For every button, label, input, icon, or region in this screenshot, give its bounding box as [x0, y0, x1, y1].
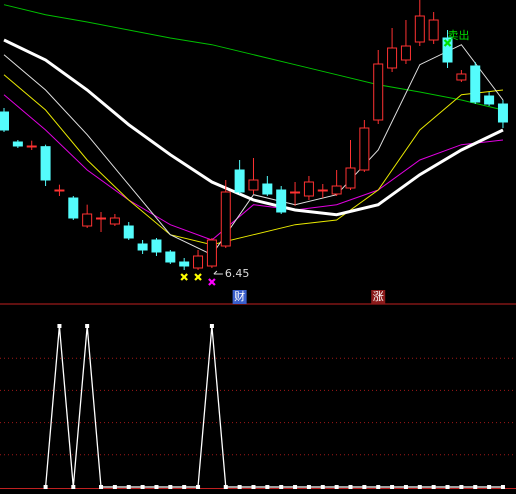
candle-body	[12, 141, 23, 147]
candle-body	[373, 63, 384, 121]
candle-body	[40, 146, 51, 181]
sell-label: 卖出	[448, 28, 470, 42]
candle-body	[387, 47, 398, 69]
annotation-arrowhead	[213, 270, 218, 275]
indicator-dot	[237, 485, 242, 489]
marker-stroke	[194, 273, 202, 281]
sell-marker	[443, 39, 452, 47]
indicator-dot	[390, 485, 395, 489]
candle-body	[123, 225, 134, 239]
indicator-dot	[403, 485, 408, 489]
indicator-dot	[459, 485, 464, 489]
candle-body	[276, 189, 287, 213]
indicator-dot	[265, 485, 270, 489]
indicator-dot	[168, 485, 173, 489]
signal-marker	[208, 278, 216, 286]
candle-body	[193, 255, 204, 269]
flag-box	[232, 290, 247, 304]
marker-stroke	[180, 273, 188, 281]
candle-body	[290, 191, 301, 194]
indicator-dot	[306, 485, 311, 489]
candle-body	[442, 37, 453, 63]
low-price-label: 6.45	[225, 267, 250, 280]
candle-body	[428, 19, 439, 41]
candle-body	[262, 183, 273, 195]
candle-body	[248, 179, 259, 191]
candle-body	[303, 181, 314, 197]
indicator-dot	[487, 485, 492, 489]
indicator-dot	[154, 485, 159, 489]
indicator-dot	[362, 485, 367, 489]
candle-body	[497, 103, 508, 123]
indicator-dot	[500, 485, 505, 489]
indicator-dot	[223, 485, 228, 489]
indicator-dot	[57, 324, 62, 328]
candle-body	[220, 191, 231, 247]
candle-body	[82, 213, 93, 227]
indicator-dot	[112, 485, 117, 489]
candle-body	[331, 185, 342, 195]
moving-average	[3, 44, 504, 256]
signal-marker	[180, 273, 188, 281]
indicator-dot	[293, 485, 298, 489]
candle-body	[0, 111, 9, 131]
indicator-dot	[320, 485, 325, 489]
indicator-dot	[71, 485, 76, 489]
candle-body	[151, 239, 162, 253]
indicator-dot	[279, 485, 284, 489]
indicator-dot	[99, 485, 104, 489]
indicator-dot	[445, 485, 450, 489]
indicator-dot	[251, 485, 256, 489]
candle-body	[165, 251, 176, 263]
indicator-dot	[473, 485, 478, 489]
candle-body	[456, 73, 467, 81]
marker-stroke	[443, 39, 452, 47]
indicator-dot	[209, 324, 214, 328]
moving-average	[3, 74, 504, 246]
marker-stroke	[208, 278, 216, 286]
indicator-dot	[182, 485, 187, 489]
candle-body	[26, 145, 37, 148]
candle-body	[179, 261, 190, 267]
indicator-dot	[85, 324, 90, 328]
indicator-dot	[126, 485, 131, 489]
candle-body	[109, 217, 120, 225]
signal-marker	[194, 273, 202, 281]
indicator-dot	[348, 485, 353, 489]
candle-body	[54, 189, 65, 192]
indicator-dot	[140, 485, 145, 489]
moving-average	[3, 38, 504, 217]
candle-body	[234, 169, 245, 193]
indicator-dot	[417, 485, 422, 489]
candle-body	[317, 189, 328, 192]
candle-body	[470, 65, 481, 103]
indicator-dot	[334, 485, 339, 489]
candle-body	[137, 243, 148, 251]
indicator-dot	[431, 485, 436, 489]
moving-average	[3, 94, 504, 241]
flag-label: 涨	[373, 290, 384, 303]
candle-body	[414, 15, 425, 43]
indicator-line	[44, 325, 503, 488]
indicator-dot	[43, 485, 48, 489]
candle-body	[206, 239, 217, 267]
candle-body	[96, 217, 107, 220]
moving-average	[3, 4, 504, 111]
candle-body	[484, 95, 495, 105]
candle-body	[359, 127, 370, 171]
candle-body	[68, 197, 79, 219]
flag-box	[371, 290, 386, 304]
candle-body	[400, 45, 411, 61]
flag-label: 财	[234, 289, 245, 303]
candle-body	[345, 167, 356, 189]
indicator-dot	[196, 485, 201, 489]
indicator-dot	[376, 485, 381, 489]
